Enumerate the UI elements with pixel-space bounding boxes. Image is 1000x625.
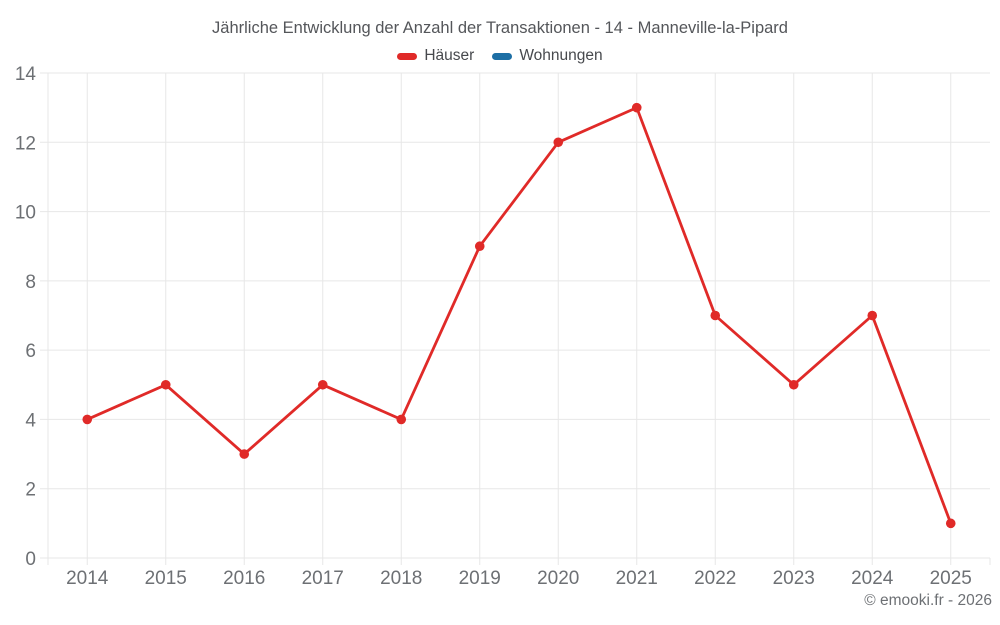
x-tick-label: 2014 xyxy=(66,568,109,589)
data-point[interactable] xyxy=(474,241,485,252)
legend-label-wohnungen: Wohnungen xyxy=(519,47,603,64)
y-tick-label: 10 xyxy=(15,203,36,224)
legend-swatch-haeuser-icon xyxy=(397,52,418,60)
legend-item-wohnungen[interactable]: Wohnungen xyxy=(492,45,603,67)
data-point[interactable] xyxy=(553,137,564,148)
copyright: © emooki.fr - 2026 xyxy=(864,592,992,609)
x-tick-label: 2016 xyxy=(223,568,265,589)
data-point[interactable] xyxy=(160,379,171,390)
data-point[interactable] xyxy=(631,102,642,113)
data-point[interactable] xyxy=(396,414,407,425)
y-tick-label: 14 xyxy=(15,64,37,85)
x-tick-label: 2021 xyxy=(616,568,658,589)
x-tick-label: 2019 xyxy=(459,568,501,589)
legend-item-haeuser[interactable]: Häuser xyxy=(397,45,474,67)
data-point[interactable] xyxy=(239,449,250,459)
chart-title: Jährliche Entwicklung der Anzahl der Tra… xyxy=(212,19,788,37)
legend: Häuser Wohnungen xyxy=(0,45,1000,67)
x-tick-label: 2018 xyxy=(380,568,422,589)
y-tick-label: 6 xyxy=(25,341,36,362)
data-point[interactable] xyxy=(945,518,956,529)
data-point[interactable] xyxy=(317,379,328,390)
data-point[interactable] xyxy=(788,379,799,390)
y-tick-label: 2 xyxy=(25,480,36,501)
x-tick-label: 2025 xyxy=(930,568,972,589)
y-tick-label: 4 xyxy=(25,410,36,431)
data-point[interactable] xyxy=(82,414,93,425)
x-tick-label: 2024 xyxy=(851,568,894,589)
legend-swatch-wohnungen-icon xyxy=(492,52,513,60)
x-tick-label: 2023 xyxy=(773,568,815,589)
y-tick-label: 8 xyxy=(25,272,36,293)
x-tick-label: 2015 xyxy=(145,568,187,589)
series-line-haeuser xyxy=(85,106,953,525)
y-tick-label: 12 xyxy=(15,133,36,154)
legend-label-haeuser: Häuser xyxy=(424,47,475,64)
data-point[interactable] xyxy=(867,310,878,321)
y-tick-label: 0 xyxy=(25,549,36,570)
x-tick-label: 2022 xyxy=(694,568,736,589)
data-point[interactable] xyxy=(710,310,721,321)
x-tick-label: 2020 xyxy=(537,568,579,589)
x-tick-label: 2017 xyxy=(302,568,344,589)
